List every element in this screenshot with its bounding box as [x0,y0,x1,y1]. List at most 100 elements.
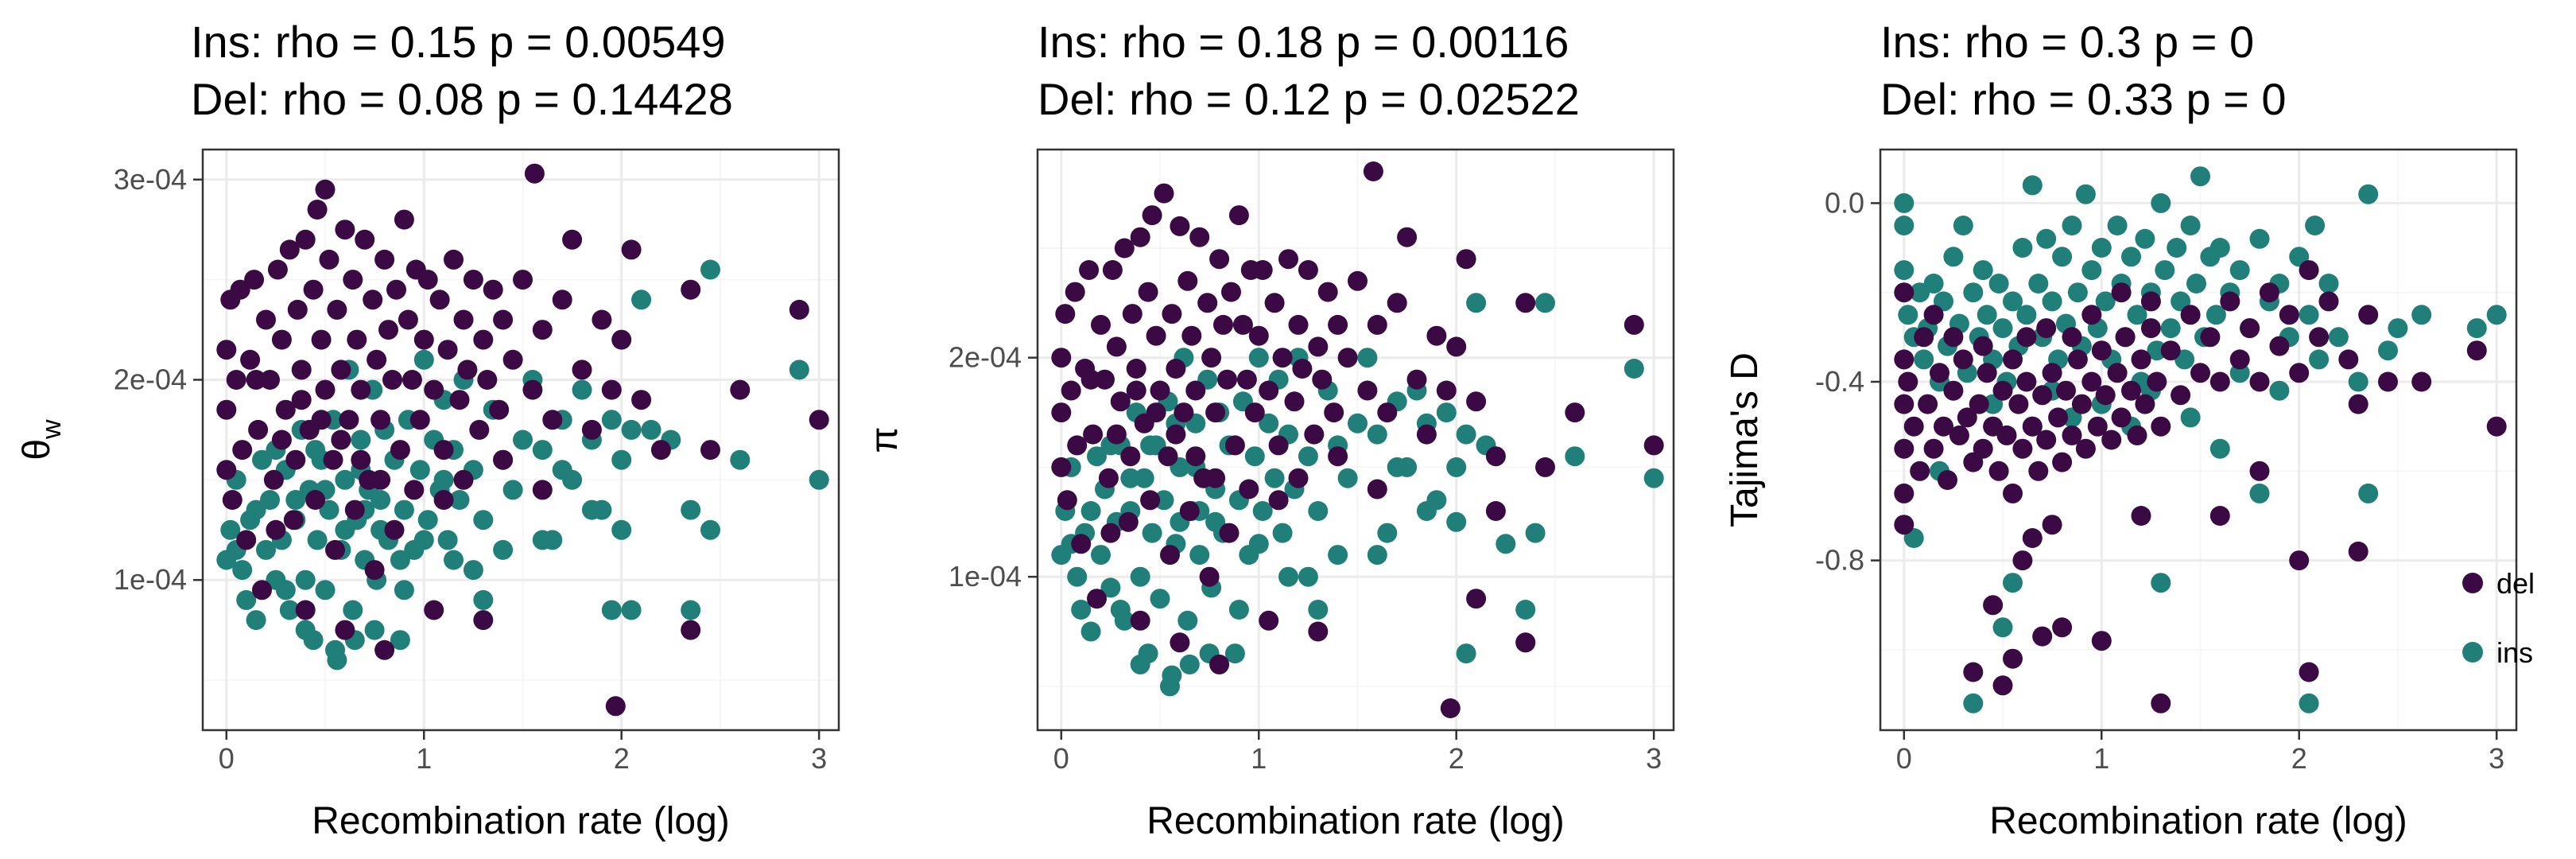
point-del [1377,402,1398,423]
point-del [246,370,266,390]
point-del [2062,425,2082,445]
point-ins [2135,228,2155,249]
point-del [1114,238,1135,258]
point-ins [1977,305,1997,325]
point-del [611,329,632,350]
point-ins [2318,274,2339,293]
point-del [230,279,250,300]
point-del [263,469,284,490]
point-ins [1252,501,1273,521]
point-del [315,179,336,200]
point-del [463,270,483,290]
panel-title-line: Ins: rho = 0.3 p = 0 [1880,17,2254,67]
point-del [267,259,288,280]
point-ins [681,600,701,620]
point-del [1973,336,1993,356]
point-del [413,329,434,350]
point-del [681,279,701,300]
point-del [532,320,553,340]
point-del [1367,314,1387,335]
point-del [1055,304,1076,325]
point-ins [2305,216,2326,235]
point-ins [2190,166,2210,187]
point-ins [1466,293,1487,313]
point-del [260,370,280,390]
point-del [1102,260,1123,280]
point-del [1205,468,1226,488]
point-ins [601,410,622,430]
point-del [1177,270,1198,291]
point-del [2028,461,2049,481]
point-ins [413,530,434,550]
point-ins [2095,291,2116,312]
point-del [477,370,498,390]
point-del [1426,325,1447,346]
point-del [1894,349,1915,370]
point-del [404,480,425,500]
x-tick-label: 0 [1053,742,1069,775]
point-del [2147,371,2167,392]
point-del [2062,327,2082,348]
point-ins [2155,260,2175,281]
point-del [437,340,458,360]
point-del [2200,327,2221,348]
point-del [1118,511,1139,532]
point-del [374,249,395,270]
point-del [730,379,751,400]
point-del [1199,566,1220,587]
point-del [2067,349,2088,370]
point-del [1298,260,1318,280]
point-ins [417,510,438,531]
point-del [2052,452,2073,472]
panel-title-line: Del: rho = 0.08 p = 0.14428 [191,74,733,124]
point-del [433,440,454,461]
point-ins [1377,523,1398,543]
point-ins [433,469,454,490]
point-del [2209,506,2230,526]
point-del [2115,327,2136,348]
series-del [1894,260,2507,713]
point-del [542,410,563,430]
point-del [2151,693,2171,713]
point-ins [279,600,300,620]
point-ins [1992,318,2013,339]
point-del [1983,595,2004,616]
point-del [1288,468,1309,488]
point-ins [1973,260,1993,281]
point-del [1110,391,1131,412]
point-ins [1080,501,1101,521]
point-ins [1943,247,1964,267]
point-del [1466,589,1487,609]
point-del [2075,438,2096,459]
point-ins [1177,610,1198,631]
legend-item-del: del [2462,567,2535,600]
point-ins [1110,600,1131,620]
plot-area [1880,150,2516,730]
point-del [1416,424,1437,445]
point-del [1051,457,1072,477]
point-del [2151,416,2171,437]
point-ins [2249,483,2270,503]
point-del [291,390,312,410]
point-del [2190,363,2210,383]
point-del [351,379,371,400]
point-del [2052,617,2073,638]
panel-title-line: Ins: rho = 0.18 p = 0.00116 [1038,17,1569,67]
point-del [1992,380,2013,401]
point-del [2338,349,2359,370]
point-del [2107,363,2128,383]
point-del [2003,349,2023,370]
point-del [2127,425,2147,445]
point-ins [621,600,642,620]
y-tick-label: 2e-04 [114,363,187,395]
point-ins [1080,621,1101,642]
point-del [394,209,414,230]
x-tick-label: 3 [1646,742,1662,775]
point-del [1106,336,1127,357]
point-ins [295,620,316,640]
point-del [1535,457,1555,477]
point-ins [1446,511,1467,532]
point-ins [2180,216,2201,235]
point-del [331,430,351,450]
point-del [1284,391,1305,412]
